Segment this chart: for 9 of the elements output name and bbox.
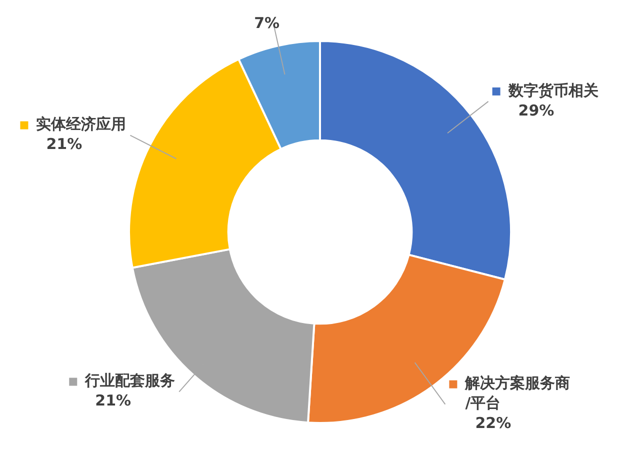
legend-label: 解决方案服务商 /平台 [464,374,570,412]
data-label: 29% [518,101,554,120]
legend-label: 行业配套服务 [84,372,176,390]
data-label: 7% [254,14,280,32]
data-label: 21% [95,392,132,410]
data-label: 22% [475,414,512,432]
legend-label: 实体经济应用 [36,115,126,134]
data-label: 21% [46,135,82,154]
legend-label: 数字货币相关 [507,81,598,100]
